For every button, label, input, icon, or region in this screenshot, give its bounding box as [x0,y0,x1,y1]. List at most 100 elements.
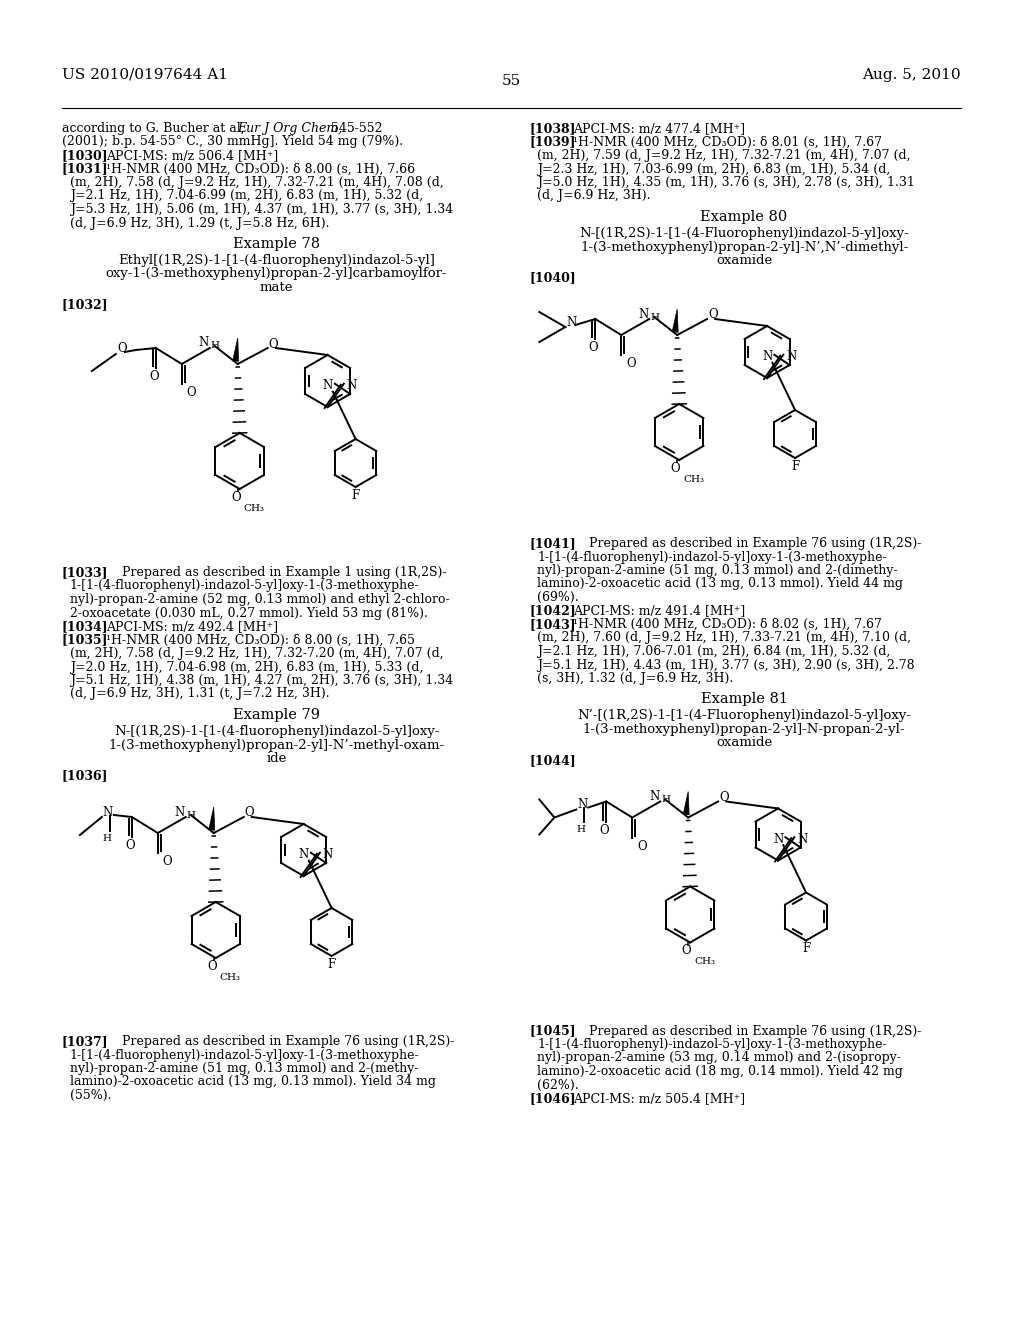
Text: J=5.1 Hz, 1H), 4.43 (m, 1H), 3.77 (s, 3H), 2.90 (s, 3H), 2.78: J=5.1 Hz, 1H), 4.43 (m, 1H), 3.77 (s, 3H… [538,659,915,672]
Text: [1043]: [1043] [529,618,575,631]
Text: O: O [125,840,135,851]
Text: (2001); b.p. 54-55° C., 30 mmHg]. Yield 54 mg (79%).: (2001); b.p. 54-55° C., 30 mmHg]. Yield … [61,136,403,149]
Text: (m, 2H), 7.58 (d, J=9.2 Hz, 1H), 7.32-7.20 (m, 4H), 7.07 (d,: (m, 2H), 7.58 (d, J=9.2 Hz, 1H), 7.32-7.… [70,647,443,660]
Text: APCI-MS: m/z 491.4 [MH⁺]: APCI-MS: m/z 491.4 [MH⁺] [573,605,745,618]
Polygon shape [672,309,678,333]
Text: 1-[1-(4-fluorophenyl)-indazol-5-yl]oxy-1-(3-methoxyphe-: 1-[1-(4-fluorophenyl)-indazol-5-yl]oxy-1… [70,1048,420,1061]
Text: (d, J=6.9 Hz, 3H).: (d, J=6.9 Hz, 3H). [538,190,651,202]
Text: [1035]: [1035] [61,634,109,647]
Text: Prepared as described in Example 1 using (1R,2S)-: Prepared as described in Example 1 using… [105,566,446,579]
Text: H: H [102,834,112,843]
Text: Example 80: Example 80 [700,210,787,224]
Text: N: N [323,379,333,392]
Text: H: H [577,825,586,834]
Text: [1039]: [1039] [529,136,575,149]
Text: Prepared as described in Example 76 using (1R,2S)-: Prepared as described in Example 76 usin… [573,537,922,550]
Text: J=5.1 Hz, 1H), 4.38 (m, 1H), 4.27 (m, 2H), 3.76 (s, 3H), 1.34: J=5.1 Hz, 1H), 4.38 (m, 1H), 4.27 (m, 2H… [70,675,454,686]
Text: (62%).: (62%). [538,1078,579,1092]
Text: Example 78: Example 78 [233,238,321,251]
Text: F: F [791,459,799,473]
Text: ¹H-NMR (400 MHz, CD₃OD): δ 8.02 (s, 1H), 7.67: ¹H-NMR (400 MHz, CD₃OD): δ 8.02 (s, 1H),… [573,618,883,631]
Text: N-[(1R,2S)-1-[1-(4-fluorophenyl)indazol-5-yl]oxy-: N-[(1R,2S)-1-[1-(4-fluorophenyl)indazol-… [114,725,439,738]
Text: ¹H-NMR (400 MHz, CD₃OD): δ 8.01 (s, 1H), 7.67: ¹H-NMR (400 MHz, CD₃OD): δ 8.01 (s, 1H),… [573,136,883,149]
Text: O: O [207,960,216,973]
Text: oxy-1-(3-methoxyphenyl)propan-2-yl]carbamoylfor-: oxy-1-(3-methoxyphenyl)propan-2-yl]carba… [105,268,447,281]
Text: N: N [323,849,333,861]
Text: O: O [268,338,279,351]
Text: O: O [719,791,729,804]
Text: (55%).: (55%). [70,1089,112,1102]
Text: CH₃: CH₃ [683,475,705,484]
Text: N: N [174,805,184,818]
Text: nyl)-propan-2-amine (52 mg, 0.13 mmol) and ethyl 2-chloro-: nyl)-propan-2-amine (52 mg, 0.13 mmol) a… [70,593,450,606]
Text: according to G. Bucher at al,: according to G. Bucher at al, [61,121,249,135]
Text: lamino)-2-oxoacetic acid (13 mg, 0.13 mmol). Yield 34 mg: lamino)-2-oxoacetic acid (13 mg, 0.13 mm… [70,1076,436,1089]
Text: lamino)-2-oxoacetic acid (13 mg, 0.13 mmol). Yield 44 mg: lamino)-2-oxoacetic acid (13 mg, 0.13 mm… [538,578,903,590]
Text: Eur J Org Chem,: Eur J Org Chem, [237,121,342,135]
Text: [1042]: [1042] [529,605,577,618]
Text: nyl)-propan-2-amine (53 mg, 0.14 mmol) and 2-(isopropy-: nyl)-propan-2-amine (53 mg, 0.14 mmol) a… [538,1052,901,1064]
Text: H: H [186,810,196,820]
Text: [1041]: [1041] [529,537,577,550]
Text: APCI-MS: m/z 492.4 [MH⁺]: APCI-MS: m/z 492.4 [MH⁺] [105,620,278,634]
Text: N: N [199,337,209,350]
Text: O: O [627,356,636,370]
Text: oxamide: oxamide [716,253,772,267]
Text: O: O [245,807,254,820]
Text: N’-[(1R,2S)-1-[1-(4-Fluorophenyl)indazol-5-yl]oxy-: N’-[(1R,2S)-1-[1-(4-Fluorophenyl)indazol… [578,710,911,722]
Text: [1030]: [1030] [61,149,109,162]
Text: 1-[1-(4-fluorophenyl)-indazol-5-yl]oxy-1-(3-methoxyphe-: 1-[1-(4-fluorophenyl)-indazol-5-yl]oxy-1… [538,1038,887,1051]
Text: [1036]: [1036] [61,770,109,783]
Text: (d, J=6.9 Hz, 3H), 1.31 (t, J=7.2 Hz, 3H).: (d, J=6.9 Hz, 3H), 1.31 (t, J=7.2 Hz, 3H… [70,688,330,701]
Text: lamino)-2-oxoacetic acid (18 mg, 0.14 mmol). Yield 42 mg: lamino)-2-oxoacetic acid (18 mg, 0.14 mm… [538,1065,903,1078]
Text: nyl)-propan-2-amine (51 mg, 0.13 mmol) and 2-(methy-: nyl)-propan-2-amine (51 mg, 0.13 mmol) a… [70,1063,419,1074]
Text: APCI-MS: m/z 506.4 [MH⁺]: APCI-MS: m/z 506.4 [MH⁺] [105,149,279,162]
Text: O: O [599,824,609,837]
Text: F: F [351,488,359,502]
Text: N: N [798,833,808,846]
Text: N: N [638,308,648,321]
Text: O: O [709,309,718,322]
Text: [1044]: [1044] [529,754,577,767]
Text: Example 79: Example 79 [233,708,321,722]
Text: N-[(1R,2S)-1-[1-(4-Fluorophenyl)indazol-5-yl]oxy-: N-[(1R,2S)-1-[1-(4-Fluorophenyl)indazol-… [580,227,909,240]
Text: O: O [186,385,197,399]
Text: 545-552: 545-552 [327,121,382,135]
Text: [1032]: [1032] [61,298,109,312]
Text: N: N [773,833,783,846]
Text: N: N [347,379,357,392]
Text: O: O [637,840,647,853]
Text: F: F [328,958,336,972]
Text: [1038]: [1038] [529,121,575,135]
Text: O: O [671,462,680,475]
Text: US 2010/0197644 A1: US 2010/0197644 A1 [61,69,228,82]
Text: mate: mate [260,281,294,294]
Text: J=2.3 Hz, 1H), 7.03-6.99 (m, 2H), 6.83 (m, 1H), 5.34 (d,: J=2.3 Hz, 1H), 7.03-6.99 (m, 2H), 6.83 (… [538,162,891,176]
Polygon shape [209,807,215,830]
Text: [1033]: [1033] [61,566,109,579]
Text: J=5.0 Hz, 1H), 4.35 (m, 1H), 3.76 (s, 3H), 2.78 (s, 3H), 1.31: J=5.0 Hz, 1H), 4.35 (m, 1H), 3.76 (s, 3H… [538,176,915,189]
Text: 55: 55 [502,74,521,88]
Text: 1-(3-methoxyphenyl)propan-2-yl]-N’,N’-dimethyl-: 1-(3-methoxyphenyl)propan-2-yl]-N’,N’-di… [580,240,908,253]
Text: O: O [150,370,159,383]
Text: Prepared as described in Example 76 using (1R,2S)-: Prepared as described in Example 76 usin… [573,1024,922,1038]
Text: [1040]: [1040] [529,272,577,285]
Text: ¹H-NMR (400 MHz, CD₃OD): δ 8.00 (s, 1H), 7.66: ¹H-NMR (400 MHz, CD₃OD): δ 8.00 (s, 1H),… [105,162,415,176]
Text: J=2.1 Hz, 1H), 7.06-7.01 (m, 2H), 6.84 (m, 1H), 5.32 (d,: J=2.1 Hz, 1H), 7.06-7.01 (m, 2H), 6.84 (… [538,645,891,657]
Text: 1-(3-methoxyphenyl)propan-2-yl]-N-propan-2-yl-: 1-(3-methoxyphenyl)propan-2-yl]-N-propan… [583,723,905,737]
Text: [1037]: [1037] [61,1035,109,1048]
Text: O: O [163,855,172,869]
Text: [1045]: [1045] [529,1024,575,1038]
Text: (s, 3H), 1.32 (d, J=6.9 Hz, 3H).: (s, 3H), 1.32 (d, J=6.9 Hz, 3H). [538,672,733,685]
Text: Aug. 5, 2010: Aug. 5, 2010 [862,69,961,82]
Text: Ethyl[(1R,2S)-1-[1-(4-fluorophenyl)indazol-5-yl]: Ethyl[(1R,2S)-1-[1-(4-fluorophenyl)indaz… [118,253,435,267]
Text: N: N [786,350,797,363]
Text: H: H [662,795,671,804]
Text: H: H [650,313,659,322]
Text: (m, 2H), 7.60 (d, J=9.2 Hz, 1H), 7.33-7.21 (m, 4H), 7.10 (d,: (m, 2H), 7.60 (d, J=9.2 Hz, 1H), 7.33-7.… [538,631,911,644]
Polygon shape [683,792,689,814]
Text: nyl)-propan-2-amine (51 mg, 0.13 mmol) and 2-(dimethy-: nyl)-propan-2-amine (51 mg, 0.13 mmol) a… [538,564,898,577]
Text: ¹H-NMR (400 MHz, CD₃OD): δ 8.00 (s, 1H), 7.65: ¹H-NMR (400 MHz, CD₃OD): δ 8.00 (s, 1H),… [105,634,415,647]
Text: CH₃: CH₃ [694,957,715,966]
Text: [1046]: [1046] [529,1092,575,1105]
